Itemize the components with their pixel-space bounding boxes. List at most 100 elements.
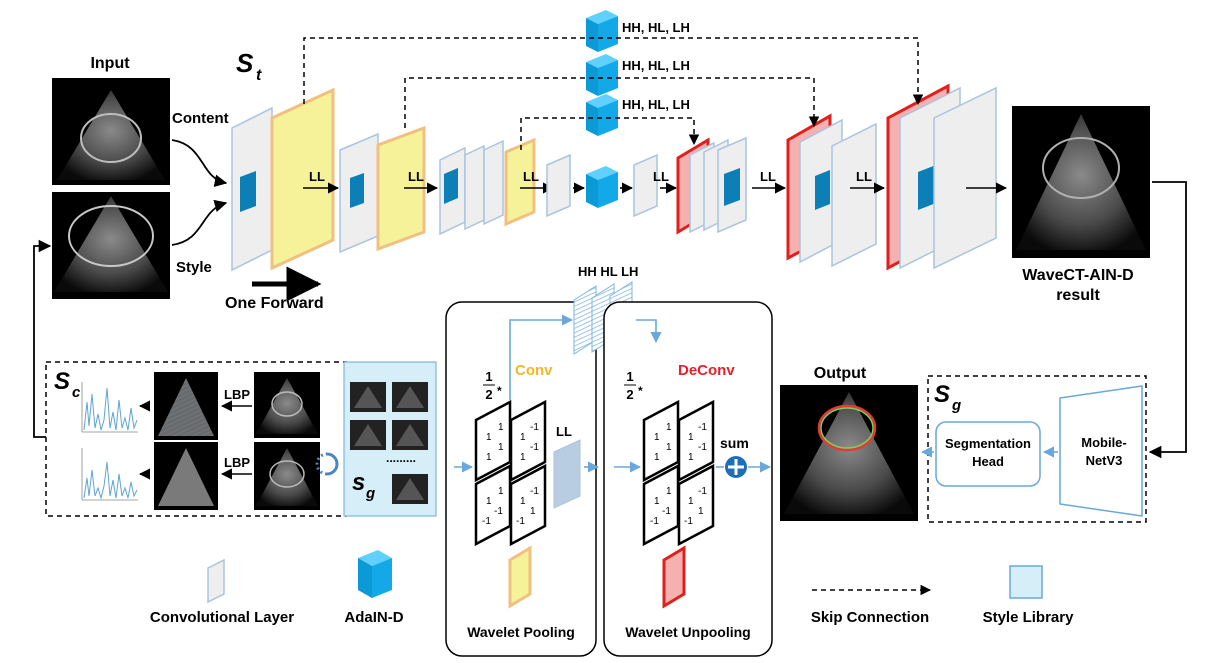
- svg-text:1: 1: [486, 496, 492, 507]
- adain-cube-bottleneck: [586, 166, 618, 208]
- ll-label-d2: LL: [856, 169, 872, 184]
- s-g-seg-box: [927, 375, 1147, 523]
- unpool-filter-tr: 1 -1 1 -1: [677, 399, 715, 483]
- conv-layer-e4: [546, 153, 571, 218]
- svg-text:1: 1: [520, 432, 526, 443]
- feedback-arrow: [33, 239, 52, 438]
- segmentation-head-box: [935, 421, 1041, 487]
- conv-layer-d0: [633, 153, 658, 218]
- svg-text:S: S: [236, 48, 254, 78]
- refresh-icon: [315, 452, 339, 476]
- lbp-label-1: LBP: [224, 387, 250, 402]
- svg-text:-1: -1: [530, 442, 539, 453]
- svg-text:-1: -1: [662, 506, 671, 517]
- s-g-library-symbol: s g: [352, 469, 375, 502]
- svg-text:1: 1: [520, 452, 526, 463]
- pool-filter-tr: 1 -1 1 -1: [509, 399, 547, 483]
- svg-text:1: 1: [486, 432, 492, 443]
- s-c-symbol: S c: [54, 368, 81, 401]
- svg-text:1: 1: [498, 442, 504, 453]
- svg-text:*: *: [497, 384, 502, 398]
- lbp-histogram-2: [81, 448, 138, 501]
- one-forward-label: One Forward: [225, 295, 324, 312]
- lbp-label-2: LBP: [224, 455, 250, 470]
- lbp-image-2: [154, 442, 218, 510]
- source-image-2: [254, 442, 320, 510]
- result-image: [1012, 106, 1150, 258]
- svg-text:1: 1: [498, 486, 504, 497]
- skip-label-1: HH, HL, LH: [622, 20, 690, 35]
- lbp-image-1: [154, 372, 218, 440]
- legend-adain-label: AdaIN-D: [344, 609, 403, 626]
- lbp-histogram-1: [81, 382, 138, 433]
- svg-text:-1: -1: [684, 516, 693, 527]
- result-label-1: WaveCT-AIN-D: [1022, 267, 1133, 284]
- skip-label-3: HH, HL, LH: [622, 97, 690, 112]
- wavelet-unpooling-legend-icon: [662, 545, 686, 609]
- wavelet-pooling-label: Wavelet Pooling: [467, 624, 575, 640]
- svg-text:1: 1: [688, 452, 694, 463]
- svg-text:S: S: [934, 381, 950, 408]
- ll-label-pool: LL: [556, 424, 572, 439]
- sum-icon: [725, 456, 747, 478]
- ll-label-d1: LL: [760, 169, 776, 184]
- wavelet-unpooling-label: Wavelet Unpooling: [625, 624, 750, 640]
- svg-text:s: s: [352, 469, 365, 496]
- conv-label: Conv: [515, 362, 553, 379]
- svg-text:1: 1: [498, 422, 504, 433]
- svg-text:c: c: [72, 384, 81, 401]
- ll-label-e2: LL: [408, 169, 424, 184]
- svg-text:1: 1: [688, 432, 694, 443]
- skip-label-2: HH, HL, LH: [622, 58, 690, 73]
- legend-skip-label: Skip Connection: [811, 609, 929, 626]
- content-label: Content: [172, 110, 229, 127]
- ll-label-e3: LL: [523, 169, 539, 184]
- style-library-dots: .........: [386, 451, 416, 465]
- skip-cube-3: [586, 94, 618, 136]
- pool-filter-br: 1 -1 -1 1: [509, 463, 547, 547]
- adain-cube-e2: [350, 173, 364, 208]
- svg-text:1: 1: [654, 496, 660, 507]
- input-label: Input: [90, 55, 130, 72]
- pool-layer-e2: [376, 125, 426, 252]
- svg-text:1: 1: [666, 422, 672, 433]
- s-g-seg-symbol: S g: [934, 381, 961, 414]
- sum-label: sum: [720, 435, 749, 451]
- pool-half-factor: 1 2 *: [483, 369, 502, 402]
- svg-text:1: 1: [530, 506, 536, 517]
- ll-label-d0: LL: [653, 169, 669, 184]
- s-c-box: [45, 361, 347, 517]
- legend-conv-layer-icon: [207, 558, 225, 604]
- legend-conv-layer-label: Convolutional Layer: [150, 609, 294, 626]
- ll-output-layer: [553, 439, 581, 509]
- svg-text:-1: -1: [482, 516, 491, 527]
- adain-cube-e3: [444, 168, 458, 204]
- svg-text:-1: -1: [494, 506, 503, 517]
- svg-text:-1: -1: [530, 486, 539, 497]
- svg-text:-1: -1: [698, 442, 707, 453]
- unpool-filter-br: 1 -1 -1 1: [677, 463, 715, 547]
- svg-text:1: 1: [654, 452, 660, 463]
- svg-text:2: 2: [626, 387, 633, 402]
- adain-cube-e1: [240, 171, 256, 212]
- svg-text:g: g: [951, 397, 961, 414]
- svg-text:1: 1: [698, 506, 704, 517]
- source-image-1: [254, 372, 320, 438]
- conv-layer-e3b: [464, 144, 485, 231]
- mobilenet-line1: Mobile-: [1081, 435, 1127, 450]
- legend-adain-icon: [358, 550, 392, 598]
- svg-text:1: 1: [626, 369, 633, 384]
- svg-text:S: S: [54, 368, 70, 395]
- svg-text:1: 1: [520, 496, 526, 507]
- svg-text:t: t: [256, 67, 262, 84]
- svg-text:1: 1: [486, 452, 492, 463]
- svg-text:-1: -1: [650, 516, 659, 527]
- style-arrow: [171, 199, 228, 246]
- seg-head-line2: Head: [972, 454, 1004, 469]
- svg-text:-1: -1: [698, 422, 707, 433]
- style-label: Style: [176, 259, 212, 276]
- conv-layer-d3b: [933, 86, 997, 270]
- svg-text:1: 1: [688, 496, 694, 507]
- conv-layer-e3c: [483, 139, 504, 226]
- seg-head-line1: Segmentation: [945, 436, 1031, 451]
